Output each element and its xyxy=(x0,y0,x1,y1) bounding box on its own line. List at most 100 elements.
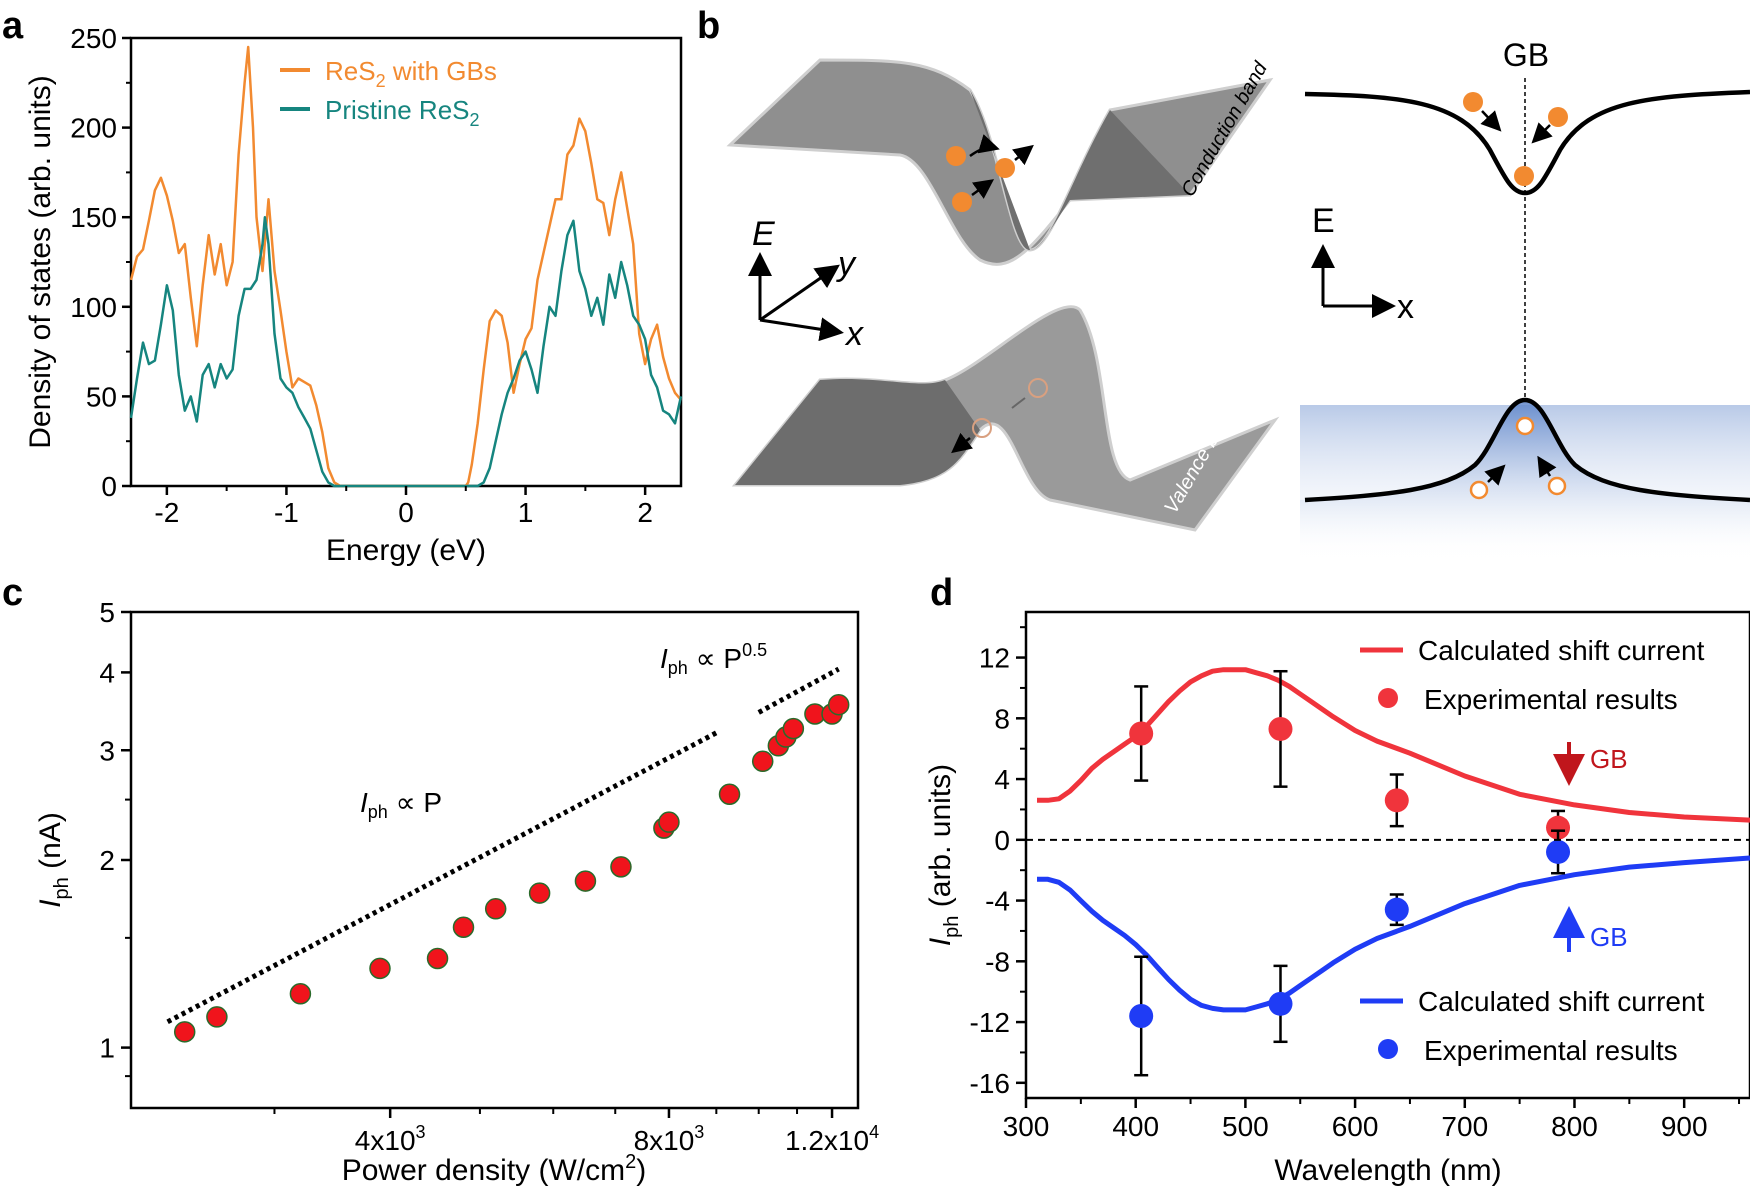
y-axis-label-d: Iph (arb. units) xyxy=(924,764,963,946)
electron xyxy=(1463,92,1483,112)
data-point xyxy=(452,916,475,938)
data-point xyxy=(574,870,597,892)
x-tick-label: 8x103 xyxy=(634,1122,705,1156)
y-tick-label: 4 xyxy=(994,764,1010,795)
conduction-band-curve xyxy=(1304,89,1750,196)
legend-label-blue-dot: Experimental results xyxy=(1424,1035,1678,1066)
y-axis-label-a: Density of states (arb. units) xyxy=(24,75,57,448)
hole xyxy=(972,418,992,438)
x-tick-label: 700 xyxy=(1441,1111,1488,1142)
y-tick-label: 12 xyxy=(979,643,1010,674)
data-point xyxy=(658,811,680,833)
data-point xyxy=(369,957,391,980)
electron-arrow xyxy=(1012,144,1034,166)
axes-3d: E y x xyxy=(748,215,864,353)
y-tick-label: 100 xyxy=(70,292,117,323)
x-tick-label: 2 xyxy=(637,497,653,528)
panel-b-band-diagram: Conduction band Valence band E y xyxy=(726,37,1750,560)
y-tick-label: 1 xyxy=(99,1033,115,1064)
data-point xyxy=(173,1021,196,1043)
legend-a: ReS2 with GBs Pristine ReS2 xyxy=(280,56,497,130)
panel-label-b: b xyxy=(697,5,720,47)
hole-arrow xyxy=(1011,397,1026,409)
power-law-guide-line xyxy=(166,730,718,1025)
data-point xyxy=(751,750,774,773)
y-tick-label: 8 xyxy=(994,703,1010,734)
data-point xyxy=(528,882,551,904)
right-axis-e-label: E xyxy=(1312,202,1335,240)
data-point xyxy=(426,947,449,970)
electron xyxy=(946,146,966,166)
x-tick-label: 0 xyxy=(398,497,414,528)
y-tick-label: -8 xyxy=(985,946,1010,977)
hole-arrow xyxy=(1484,464,1506,486)
annotation-sublinear: Iph ∝ P0.5 xyxy=(660,640,767,678)
x-tick-label: 900 xyxy=(1661,1111,1708,1142)
y-tick-label: 2 xyxy=(99,845,115,876)
x-tick-label: 1.2x104 xyxy=(785,1122,879,1156)
electron-arrow xyxy=(969,134,1000,158)
x-tick-label: 300 xyxy=(1003,1111,1050,1142)
legend-swatch-blue-dot xyxy=(1378,1039,1398,1059)
panel-label-a: a xyxy=(2,5,24,47)
chart-c: 4x103 8x103 1.2x104 1 2 3 4 5 Iph ∝ P Iph ∝ P0.… xyxy=(34,597,879,1187)
y-tick-label: -4 xyxy=(985,886,1010,917)
gb-label: GB xyxy=(1503,37,1549,73)
y-tick-label: 3 xyxy=(99,735,115,766)
hole xyxy=(1515,416,1535,436)
annotation-linear: Iph ∝ P xyxy=(360,787,442,822)
conduction-band-surface xyxy=(726,58,1274,266)
x-axis-label-d: Wavelength (nm) xyxy=(1274,1154,1501,1187)
y-tick-label: 200 xyxy=(70,113,117,144)
data-point xyxy=(484,898,507,920)
x-tick-label: 800 xyxy=(1551,1111,1598,1142)
legend-label-red-dot: Experimental results xyxy=(1424,684,1678,715)
hole xyxy=(1469,480,1489,500)
plot-frame-c xyxy=(129,610,860,1110)
electron xyxy=(1548,107,1568,127)
y-tick-label: 0 xyxy=(994,825,1010,856)
plot-frame-d xyxy=(1024,610,1750,1100)
y-tick-label: -16 xyxy=(970,1068,1010,1099)
x-tick-label: 500 xyxy=(1222,1111,1269,1142)
data-point xyxy=(1384,788,1409,813)
data-point xyxy=(1129,1003,1154,1028)
series-line-1 xyxy=(129,215,683,488)
electron xyxy=(952,192,972,212)
legend-label-gb: ReS2 with GBs xyxy=(325,56,497,91)
y-tick-label: 250 xyxy=(70,23,117,54)
data-point xyxy=(1384,897,1409,922)
right-axis-x-label: x xyxy=(1397,288,1414,326)
legend-label-blue-line: Calculated shift current xyxy=(1418,986,1705,1017)
legend-swatch-red-dot xyxy=(1378,688,1398,708)
power-law-guide-line xyxy=(757,666,840,715)
gb-up-label: GB xyxy=(1590,922,1628,952)
electron-arrow xyxy=(1480,110,1502,132)
x-axis-label-a: Energy (eV) xyxy=(326,534,486,567)
x-tick-label: 4x103 xyxy=(355,1122,426,1156)
legend-label-red-line: Calculated shift current xyxy=(1418,635,1705,666)
holes-3d xyxy=(951,378,1048,454)
data-point xyxy=(1546,839,1571,864)
electron xyxy=(995,158,1015,178)
y-tick-label: 50 xyxy=(86,381,117,412)
x-tick-label: -1 xyxy=(274,497,299,528)
axis-y-label: y xyxy=(836,245,857,283)
x-tick-label: 1 xyxy=(518,497,534,528)
y-tick-label: 0 xyxy=(101,471,117,502)
x-tick-label: 600 xyxy=(1332,1111,1379,1142)
data-point xyxy=(718,783,741,805)
series-line-0 xyxy=(1037,667,1750,823)
y-tick-label: 5 xyxy=(99,597,115,628)
legend-d: Calculated shift current Experimental re… xyxy=(1360,635,1705,1066)
axes-2d: E x xyxy=(1311,202,1414,326)
legend-label-pristine: Pristine ReS2 xyxy=(325,95,480,130)
data-point xyxy=(610,856,632,878)
hole-arrow xyxy=(951,432,973,454)
x-tick-label: 400 xyxy=(1112,1111,1159,1142)
data-point xyxy=(1546,815,1571,840)
gb-down-label: GB xyxy=(1590,744,1628,774)
axis-x-label: x xyxy=(844,315,864,353)
data-point xyxy=(827,693,850,716)
